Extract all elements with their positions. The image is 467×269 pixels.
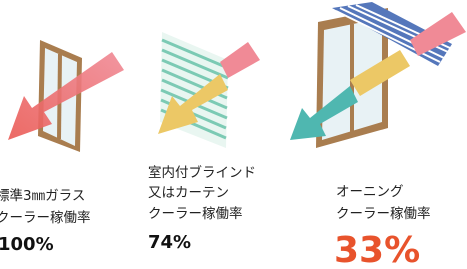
caption: クーラー稼働率 <box>148 205 243 222</box>
awning-illustration <box>290 2 466 148</box>
caption: 又はカーテン <box>148 185 229 201</box>
caption: オーニング <box>336 184 404 200</box>
caption: 標準3㎜ガラス <box>0 188 85 204</box>
rate: 74% <box>148 232 191 253</box>
rate-highlight: 33% <box>334 230 420 269</box>
glass-illustration <box>8 40 124 152</box>
infographic: 標準3㎜ガラス クーラー稼働率 100% 室内付ブラインド 又はカーテン クーラ… <box>0 0 467 269</box>
caption: クーラー稼働率 <box>0 209 91 226</box>
caption: クーラー稼働率 <box>336 205 431 222</box>
blind-illustration <box>158 32 260 148</box>
caption: 室内付ブラインド <box>148 164 256 181</box>
rate: 100% <box>0 234 54 255</box>
